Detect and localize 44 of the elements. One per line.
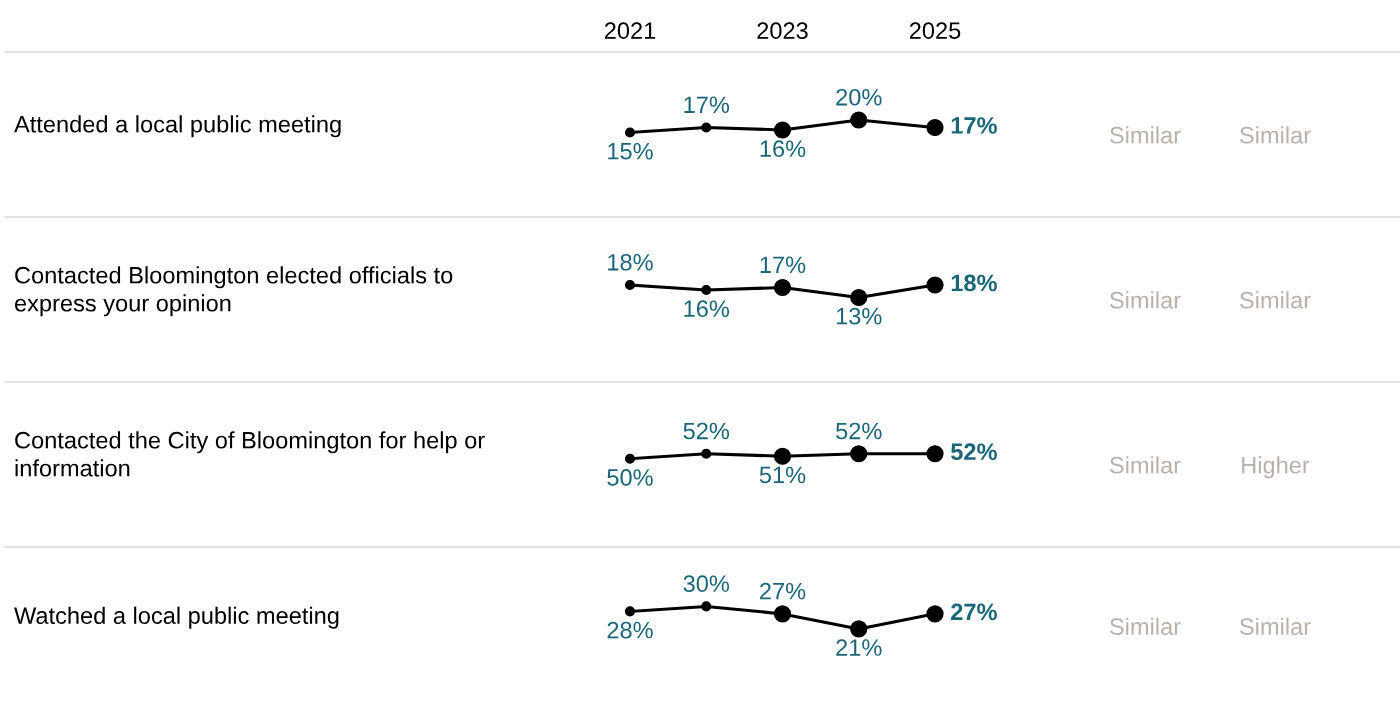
x-tick-label: 2021: [604, 22, 656, 39]
point: [773, 121, 792, 139]
data-label: 51%: [759, 466, 806, 484]
point: [926, 118, 944, 137]
data-label: 50%: [607, 469, 653, 486]
data-label: 18%: [951, 274, 997, 292]
data-label: 15%: [608, 142, 653, 160]
point: [773, 278, 792, 297]
data-label: 17%: [951, 117, 997, 134]
y-axis-title: Contacted Bloomington elected officials to express your opinion: [15, 266, 453, 317]
y-axis-title: Watched a local public meeting: [14, 606, 339, 629]
data-label: 20%: [836, 88, 882, 106]
text: Similar: [1240, 617, 1311, 635]
data-label: 16%: [684, 300, 730, 318]
point: [850, 288, 868, 307]
point: [926, 276, 944, 294]
x-tick-label: 2023: [757, 22, 808, 39]
text: Similar: [1110, 126, 1181, 144]
text: Similar: [1110, 617, 1181, 635]
data-label: 52%: [683, 422, 730, 440]
data-label: 18%: [608, 253, 653, 271]
data-label: 30%: [683, 575, 730, 593]
data-label: 52%: [836, 422, 882, 440]
data-label: 27%: [951, 603, 997, 621]
data-label: 21%: [836, 639, 882, 656]
data-label: 17%: [684, 96, 730, 114]
data-label: 17%: [760, 256, 806, 274]
point: [773, 605, 792, 623]
point: [850, 620, 868, 638]
point: [850, 111, 868, 129]
data-label: 27%: [760, 582, 806, 600]
text: Similar: [1240, 126, 1311, 144]
point: [926, 605, 944, 623]
y-axis-title: Attended a local public meeting: [14, 115, 341, 138]
x-tick-label: 2025: [909, 22, 961, 39]
text: Similar: [1240, 291, 1311, 309]
text: Higher: [1242, 456, 1310, 479]
data-label: 52%: [951, 443, 997, 461]
data-label: 13%: [836, 307, 882, 325]
text: Similar: [1110, 291, 1181, 309]
y-axis-title: Contacted the City of Bloomington for help or information: [15, 431, 485, 477]
data-label: 16%: [760, 140, 806, 158]
text: Similar: [1110, 456, 1181, 474]
data-label: 28%: [607, 621, 653, 639]
